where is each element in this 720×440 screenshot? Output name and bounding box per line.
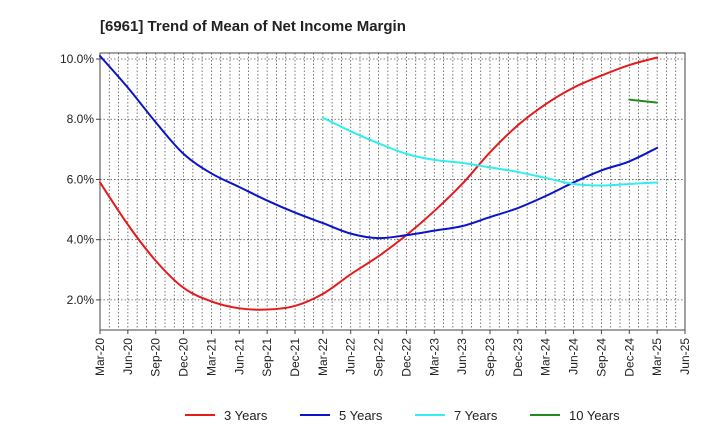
x-tick-label: Sep-23 [483, 338, 497, 377]
x-tick-label: Mar-22 [316, 338, 330, 376]
x-tick-label: Sep-20 [149, 338, 163, 377]
y-tick-label: 2.0% [67, 293, 95, 307]
x-tick-label: Dec-20 [177, 338, 191, 377]
x-tick-label: Jun-23 [455, 338, 469, 375]
chart-title: [6961] Trend of Mean of Net Income Margi… [100, 18, 406, 35]
x-tick-label: Mar-23 [427, 338, 441, 376]
x-tick-label: Sep-22 [372, 338, 386, 377]
y-tick-label: 8.0% [67, 112, 95, 126]
legend-label: 5 Years [339, 408, 383, 423]
x-tick-label: Mar-21 [204, 338, 218, 376]
legend-label: 10 Years [569, 408, 620, 423]
x-tick-label: Dec-22 [399, 338, 413, 377]
x-tick-label: Dec-24 [622, 338, 636, 377]
legend-label: 7 Years [454, 408, 498, 423]
x-tick-label: Jun-24 [567, 338, 581, 375]
legend: 3 Years 5 Years 7 Years 10 Years [185, 408, 620, 423]
x-tick-label: Jun-22 [344, 338, 358, 375]
y-tick-label: 6.0% [67, 172, 95, 186]
plot-area: 2.0% 4.0% 6.0% 8.0% 10.0% Mar-20 Jun-20 Sep-20 D… [60, 52, 692, 377]
plot-frame [99, 52, 686, 331]
legend-label: 3 Years [224, 408, 268, 423]
x-tick-label: Dec-23 [511, 338, 525, 377]
x-tick-label: Mar-20 [93, 338, 107, 376]
series-line-7-years [321, 116, 659, 187]
y-tick-label: 4.0% [67, 233, 95, 247]
series-line-5-years [99, 55, 659, 240]
x-tick-label: Mar-25 [650, 338, 664, 376]
series-line-10-years [628, 98, 659, 104]
x-tick-label: Mar-24 [539, 338, 553, 376]
x-tick-label: Sep-21 [260, 338, 274, 377]
x-tick-label: Jun-21 [232, 338, 246, 375]
x-tick-label: Sep-24 [594, 338, 608, 377]
y-tick-label: 10.0% [60, 52, 94, 66]
plot-background [100, 53, 685, 330]
series-line-3-years [99, 56, 659, 311]
x-tick-label: Jun-25 [678, 338, 692, 375]
x-tick-label: Dec-21 [288, 338, 302, 377]
x-tick-label: Jun-20 [121, 338, 135, 375]
